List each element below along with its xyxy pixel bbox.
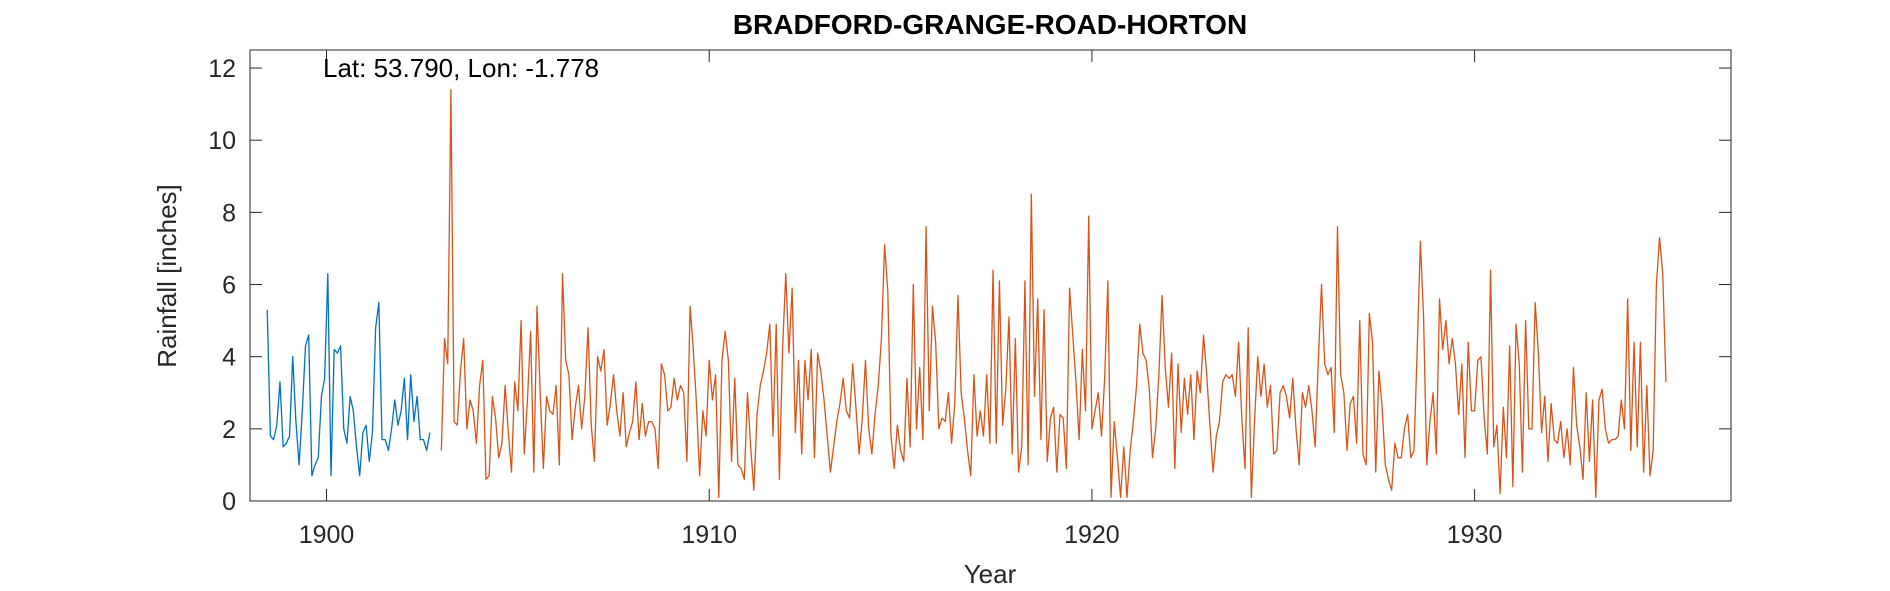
x-tick-label: 1920 [1064,521,1120,549]
x-axis: 1900 1910 1920 1930 [299,50,1503,549]
series-line-1 [266,273,431,477]
series-layer [266,89,1667,499]
y-tick-label: 0 [222,488,236,516]
y-tick-label: 8 [222,199,236,227]
y-tick-label: 2 [222,416,236,444]
x-tick-label: 1910 [681,521,737,549]
y-tick-label: 10 [208,127,236,155]
y-tick-label: 6 [222,272,236,300]
x-tick-label: 1930 [1447,521,1503,549]
series-line-2 [440,89,1667,499]
plot-area [249,49,1732,502]
x-tick-label: 1900 [299,521,355,549]
chart-title: BRADFORD-GRANGE-ROAD-HORTON [733,9,1247,40]
y-tick-label: 4 [222,344,236,372]
x-axis-label: Year [964,559,1017,589]
y-axis: 0 2 4 6 8 10 12 [208,55,1731,516]
station-coordinates: Lat: 53.790, Lon: -1.778 [323,53,599,83]
y-axis-label: Rainfall [inches] [152,184,182,368]
y-tick-label: 12 [208,55,236,83]
